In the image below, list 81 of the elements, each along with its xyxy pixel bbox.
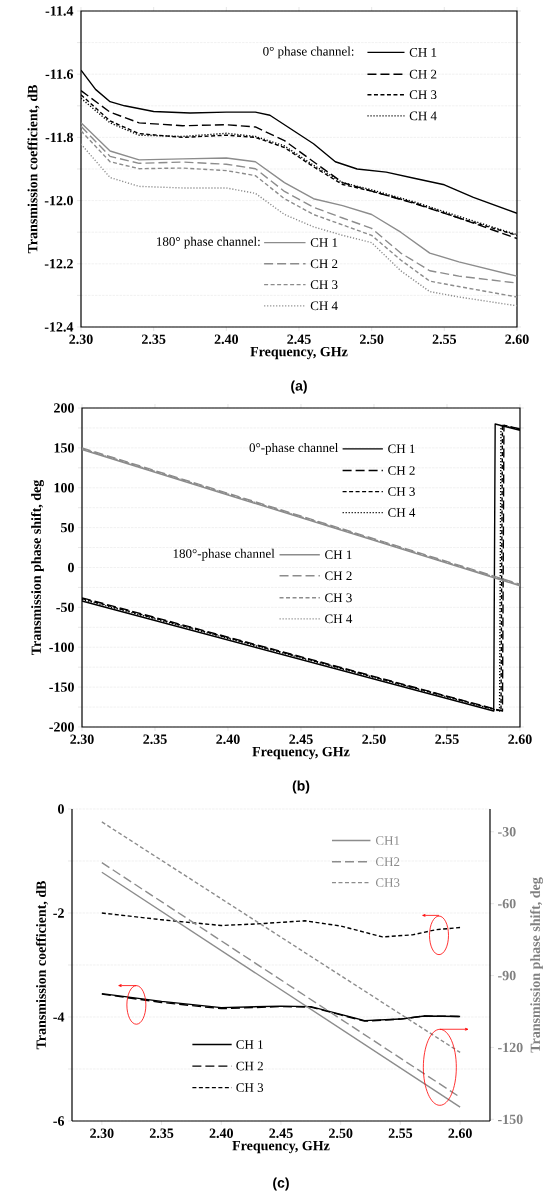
x-tick-label: 2.55: [432, 334, 456, 344]
legend-label: CH 3: [310, 280, 338, 290]
annotation: 0°-phase channel: [249, 442, 338, 455]
legend-label: CH 4: [310, 301, 338, 311]
legend-label: CH 2: [236, 1061, 263, 1071]
x-tick-label: 2.40: [216, 734, 240, 745]
legend-label: CH 3: [387, 487, 415, 496]
y-tick-label: -50: [56, 602, 74, 613]
y-axis-title: Transmission coefficient, dB: [35, 880, 48, 1050]
x-tick-label: 2.45: [287, 334, 311, 344]
y-tick-label: 0: [57, 804, 64, 814]
x-axis-title: Frequency, GHz: [232, 1140, 330, 1154]
annotation: 180°-phase channel: [173, 548, 275, 561]
legend-label: CH 2: [409, 69, 437, 79]
text: (a): [290, 380, 307, 394]
annotation: 0° phase channel:: [262, 46, 354, 59]
x-axis-title: Frequency, GHz: [252, 746, 350, 760]
x-tick-label: 2.30: [70, 734, 94, 745]
legend-label: CH 1: [236, 1040, 263, 1049]
x-tick-label: 2.60: [505, 334, 529, 345]
y-tick-label: -11.4: [45, 6, 74, 16]
x-tick-label: 2.55: [388, 1128, 413, 1138]
y-tick-label: 200: [53, 403, 74, 413]
y-tick-label: -4: [53, 1012, 65, 1022]
x-tick-label: 2.40: [214, 334, 238, 345]
y-tick-label: -12.2: [44, 259, 73, 269]
legend-label: CH2: [375, 857, 400, 867]
y-tick-label: -100: [49, 642, 74, 652]
x-tick-label: 2.40: [209, 1128, 233, 1139]
y-tick-label: 50: [60, 522, 74, 533]
y-tick-label: -6: [53, 1116, 64, 1126]
y-tick-label: -12.4: [44, 322, 74, 332]
legend-label: CH 2: [310, 259, 338, 269]
x-tick-label: 2.60: [448, 1128, 472, 1139]
x-tick-label: 2.55: [435, 734, 459, 744]
y-tick-label: 100: [54, 483, 74, 493]
y-axis-title: Transmission coefficient, dB: [27, 84, 40, 254]
annotation: 180° phase channel:: [156, 236, 260, 249]
legend-label: CH 3: [324, 593, 352, 603]
legend-label: CH 3: [236, 1083, 263, 1092]
y2-tick-label: -90: [497, 970, 516, 981]
y-tick-label: -11.8: [45, 132, 73, 143]
legend-label: CH 2: [387, 466, 415, 475]
text: (c): [272, 1177, 289, 1191]
x-axis-title: Frequency, GHz: [250, 346, 348, 360]
y-tick-label: -12.0: [44, 195, 73, 206]
legend-label: CH 2: [324, 571, 352, 581]
legend-label: CH 4: [387, 508, 416, 517]
y-tick-label: 0: [67, 562, 74, 573]
x-tick-label: 2.35: [149, 1128, 174, 1138]
legend-label: CH 1: [387, 444, 415, 454]
text: (b): [292, 780, 310, 794]
x-tick-label: 2.45: [269, 1128, 293, 1138]
legend-label: CH1: [375, 836, 400, 845]
y2-tick-label: -60: [497, 898, 516, 909]
y-tick-label: -2: [53, 908, 64, 918]
y-tick-label: -150: [49, 682, 74, 692]
x-tick-label: 2.45: [289, 734, 313, 744]
legend-label: CH 4: [409, 111, 437, 121]
legend-label: CH 4: [324, 614, 352, 624]
x-tick-label: 2.50: [362, 734, 386, 745]
x-tick-label: 2.60: [508, 734, 532, 745]
x-tick-label: 2.50: [328, 1128, 353, 1139]
legend-label: CH3: [375, 878, 400, 887]
legend-label: CH 1: [409, 48, 437, 57]
legend-label: CH 1: [310, 238, 338, 247]
x-tick-label: 2.35: [141, 334, 166, 344]
y2-axis-title: Transmission phase shift, deg: [529, 877, 543, 1053]
y-tick-label: -200: [49, 722, 74, 732]
y2-tick-label: -120: [497, 1042, 523, 1053]
x-tick-label: 2.35: [143, 734, 167, 744]
x-tick-label: 2.50: [359, 334, 384, 345]
y-axis-title: Transmission phase shift, deg: [30, 479, 44, 656]
y2-tick-label: -150: [497, 1114, 523, 1125]
y-tick-label: 150: [54, 443, 74, 453]
x-tick-label: 2.30: [69, 334, 93, 345]
y-tick-label: -11.6: [45, 69, 73, 79]
x-tick-label: 2.30: [90, 1128, 114, 1139]
legend-label: CH 3: [409, 90, 437, 100]
legend-label: CH 1: [324, 550, 352, 560]
y2-tick-label: -30: [497, 827, 516, 837]
